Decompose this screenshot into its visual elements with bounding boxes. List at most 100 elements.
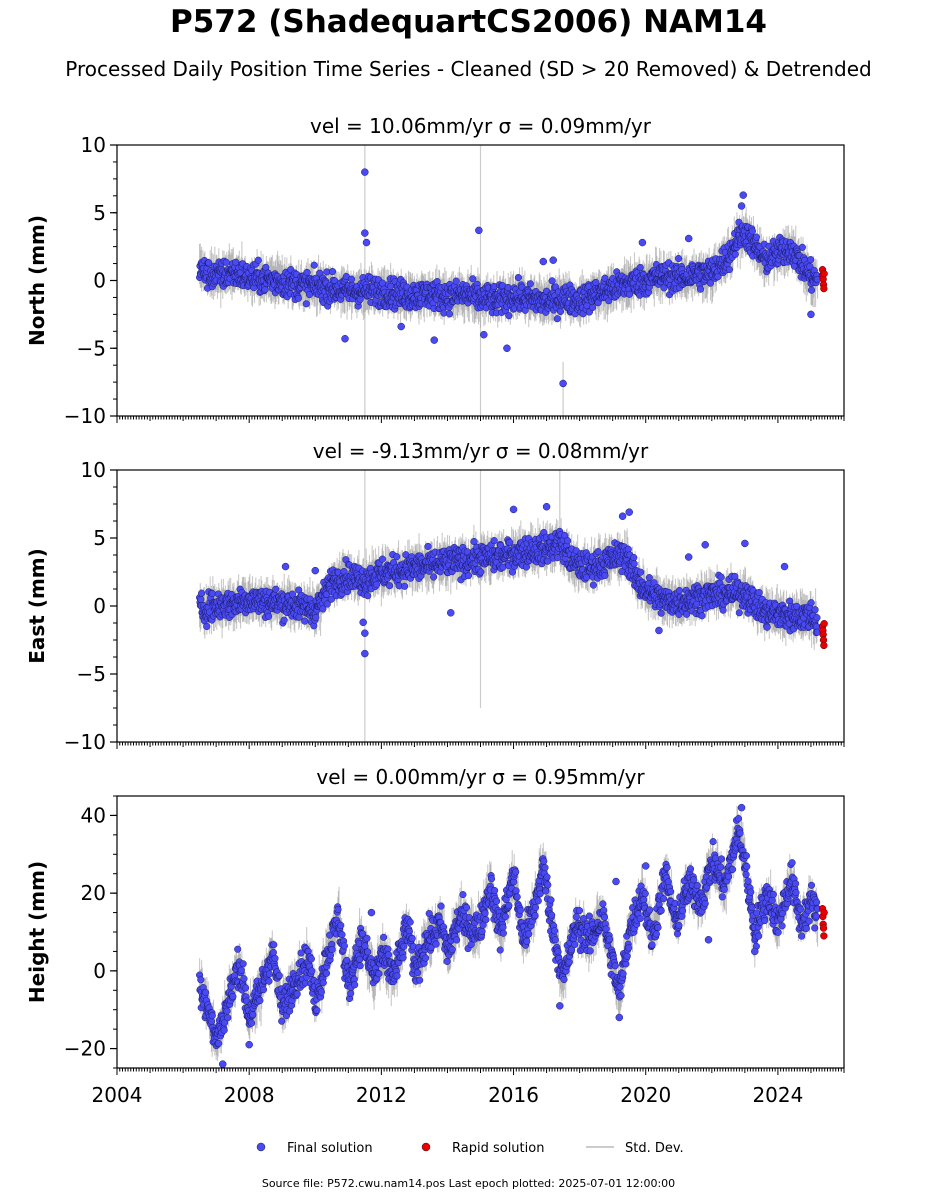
final-point	[301, 617, 309, 625]
final-point	[504, 283, 512, 292]
final-point	[445, 310, 453, 318]
final-point	[452, 277, 460, 285]
final-outlier-point	[638, 238, 647, 247]
y-axis-label: North (mm)	[25, 215, 49, 346]
final-point	[386, 582, 394, 590]
final-point	[630, 554, 638, 562]
final-point	[594, 548, 602, 556]
final-point	[589, 303, 597, 312]
final-point	[393, 553, 401, 561]
final-point	[303, 268, 311, 276]
y-tick-label: 5	[93, 201, 106, 225]
final-point	[592, 278, 600, 286]
final-point	[714, 273, 722, 281]
final-point	[254, 256, 262, 264]
rapid-point	[820, 284, 828, 293]
final-point	[748, 227, 756, 235]
rapid-point	[820, 270, 828, 278]
chart-subtitle: Processed Daily Position Time Series - C…	[65, 57, 872, 81]
final-point	[205, 259, 213, 267]
final-solution-points	[196, 168, 821, 388]
rapid-solution-points	[818, 266, 828, 293]
final-point	[807, 286, 816, 294]
final-point	[378, 555, 386, 563]
final-point	[469, 275, 477, 283]
final-outlier-point	[739, 191, 747, 199]
final-point	[725, 265, 733, 274]
final-point	[378, 279, 386, 287]
final-outlier-point	[549, 256, 557, 264]
final-point	[548, 277, 556, 285]
final-point	[505, 312, 513, 320]
final-point	[347, 275, 356, 283]
final-outlier-point	[684, 234, 693, 243]
final-point	[272, 585, 280, 593]
velocity-stat-label: vel = 10.06mm/yr σ = 0.09mm/yr	[310, 114, 652, 138]
final-point	[564, 537, 572, 545]
y-tick-label: −5	[77, 336, 106, 360]
final-outlier-point	[807, 310, 815, 319]
final-point	[424, 542, 432, 550]
final-point	[589, 581, 597, 589]
final-point	[280, 616, 288, 624]
final-point	[696, 285, 705, 293]
final-outlier-point	[480, 330, 488, 339]
final-point	[477, 568, 485, 576]
final-point	[265, 612, 273, 620]
chart-title: P572 (ShadequartCS2006) NAM14	[169, 4, 768, 40]
final-point	[198, 589, 206, 597]
final-point	[630, 560, 638, 568]
final-point	[798, 243, 806, 251]
final-outlier-point	[397, 322, 405, 331]
final-point	[601, 571, 609, 580]
final-outlier-point	[361, 229, 369, 237]
final-outlier-point	[737, 202, 746, 210]
final-point	[261, 286, 269, 294]
final-point	[305, 291, 314, 299]
final-point	[807, 256, 815, 264]
final-point	[675, 586, 683, 595]
final-point	[294, 294, 302, 302]
final-point	[706, 279, 714, 287]
final-point	[752, 233, 760, 241]
final-point	[310, 261, 318, 269]
final-point	[327, 595, 335, 603]
final-point	[625, 290, 634, 298]
y-tick-label: 0	[93, 269, 106, 293]
final-point	[464, 572, 473, 580]
final-point	[553, 315, 561, 323]
final-point	[401, 582, 409, 590]
plot-area-1	[196, 470, 828, 742]
final-point	[645, 574, 653, 582]
final-point	[556, 307, 565, 316]
final-outlier-point	[559, 379, 567, 388]
final-point	[328, 268, 337, 276]
plot-area-0	[196, 145, 828, 416]
final-point	[208, 590, 216, 598]
final-point	[323, 600, 331, 608]
panel-0: −10 −5 0 5 10 vel = 10.06mm/yr σ = 0.09mm/yr N…	[25, 114, 845, 428]
final-outlier-point	[361, 168, 369, 176]
final-point	[430, 573, 438, 581]
final-point	[636, 263, 644, 272]
final-point	[675, 254, 683, 263]
final-point	[657, 609, 665, 617]
final-point	[203, 622, 211, 631]
final-point	[731, 250, 739, 258]
final-point	[312, 613, 320, 622]
final-outlier-point	[341, 335, 349, 343]
final-point	[526, 280, 534, 288]
final-point	[372, 581, 381, 589]
final-outlier-point	[503, 344, 511, 352]
final-point	[288, 590, 296, 598]
final-point	[197, 595, 205, 603]
y-tick-label: 10	[81, 133, 106, 157]
final-point	[506, 538, 514, 546]
final-outlier-point	[539, 257, 548, 266]
final-point	[222, 258, 230, 266]
y-tick-label: −10	[64, 404, 106, 428]
final-point	[806, 262, 814, 271]
final-outlier-point	[430, 336, 438, 344]
